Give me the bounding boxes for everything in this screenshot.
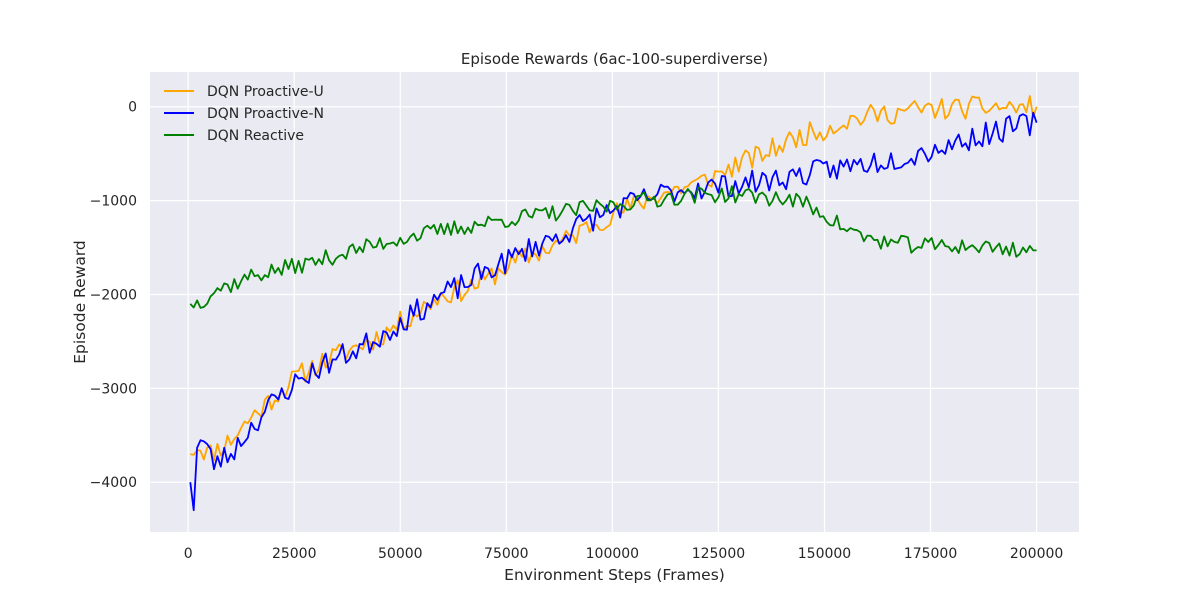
legend-label-reactive: DQN Reactive <box>207 128 304 144</box>
series-line-reactive <box>189 185 1037 309</box>
y-tick-labels: −4000 −3000 −2000 −1000 0 <box>90 100 137 492</box>
series-line-proactive-n <box>189 111 1038 512</box>
series-lines <box>189 95 1038 512</box>
grid-lines <box>150 72 1079 532</box>
x-tick-label: 125000 <box>692 546 745 562</box>
x-tick-label: 200000 <box>1010 546 1063 562</box>
x-tick-label: 100000 <box>586 546 639 562</box>
series-line-proactive-u <box>190 95 1038 462</box>
legend-label-proactive-n: DQN Proactive-N <box>207 106 324 122</box>
y-tick-label: −1000 <box>90 194 137 210</box>
x-tick-label: 0 <box>184 546 193 562</box>
y-tick-label: 0 <box>128 100 137 116</box>
x-tick-label: 50000 <box>378 546 423 562</box>
x-tick-label: 25000 <box>272 546 317 562</box>
x-tick-label: 175000 <box>904 546 957 562</box>
y-tick-label: −3000 <box>90 381 137 397</box>
legend-label-proactive-u: DQN Proactive-U <box>207 84 324 100</box>
x-tick-label: 75000 <box>484 546 529 562</box>
legend: DQN Proactive-U DQN Proactive-N DQN Reac… <box>164 84 324 144</box>
x-axis-label: Environment Steps (Frames) <box>504 566 725 584</box>
y-axis-label: Episode Reward <box>71 240 89 364</box>
y-tick-label: −2000 <box>90 287 137 303</box>
plot-background <box>150 72 1079 532</box>
x-tick-label: 150000 <box>798 546 851 562</box>
y-tick-label: −4000 <box>90 475 137 491</box>
chart-title: Episode Rewards (6ac-100-superdiverse) <box>461 50 768 68</box>
x-tick-labels: 0 25000 50000 75000 100000 125000 150000 175000… <box>184 546 1064 562</box>
